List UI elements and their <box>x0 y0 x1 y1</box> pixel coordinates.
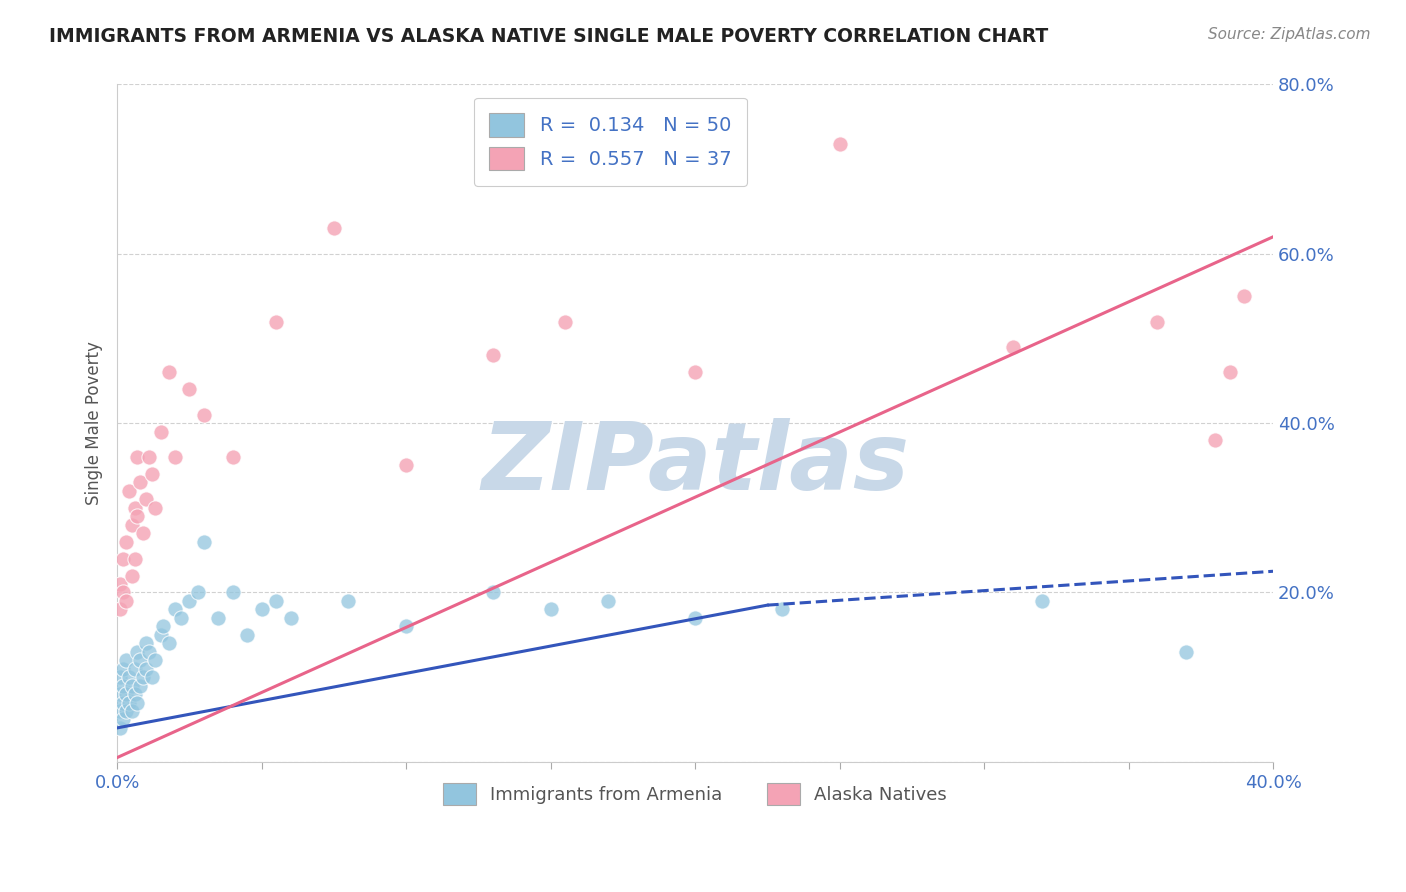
Point <box>121 568 143 582</box>
Point <box>129 653 152 667</box>
Point <box>115 704 138 718</box>
Point <box>1001 340 1024 354</box>
Legend: Immigrants from Armenia, Alaska Natives: Immigrants from Armenia, Alaska Natives <box>434 773 956 814</box>
Point <box>118 670 141 684</box>
Point <box>111 713 134 727</box>
Point <box>554 314 576 328</box>
Point <box>132 670 155 684</box>
Point <box>124 500 146 515</box>
Point <box>129 475 152 490</box>
Point <box>111 551 134 566</box>
Point <box>135 662 157 676</box>
Point <box>157 636 180 650</box>
Point <box>222 450 245 464</box>
Point <box>1031 594 1053 608</box>
Point <box>149 628 172 642</box>
Point <box>115 687 138 701</box>
Point <box>163 450 186 464</box>
Point <box>187 585 209 599</box>
Point <box>163 602 186 616</box>
Point <box>540 602 562 616</box>
Point <box>108 687 131 701</box>
Point <box>143 500 166 515</box>
Point <box>115 653 138 667</box>
Point <box>132 526 155 541</box>
Point <box>108 602 131 616</box>
Point <box>111 696 134 710</box>
Point <box>111 662 134 676</box>
Point <box>482 348 505 362</box>
Text: IMMIGRANTS FROM ARMENIA VS ALASKA NATIVE SINGLE MALE POVERTY CORRELATION CHART: IMMIGRANTS FROM ARMENIA VS ALASKA NATIVE… <box>49 27 1049 45</box>
Point <box>121 704 143 718</box>
Point <box>395 458 418 473</box>
Point <box>118 483 141 498</box>
Point <box>108 670 131 684</box>
Point <box>111 679 134 693</box>
Point <box>770 602 793 616</box>
Point <box>127 645 149 659</box>
Point <box>193 534 215 549</box>
Point <box>108 704 131 718</box>
Point <box>683 611 706 625</box>
Text: ZIPatlas: ZIPatlas <box>481 417 910 509</box>
Point <box>1219 365 1241 379</box>
Point <box>157 365 180 379</box>
Point <box>1204 433 1226 447</box>
Point <box>250 602 273 616</box>
Point <box>127 696 149 710</box>
Point <box>127 509 149 524</box>
Point <box>129 679 152 693</box>
Point <box>124 662 146 676</box>
Point <box>598 594 620 608</box>
Point <box>683 365 706 379</box>
Text: Source: ZipAtlas.com: Source: ZipAtlas.com <box>1208 27 1371 42</box>
Point <box>1233 289 1256 303</box>
Point <box>124 687 146 701</box>
Point <box>322 221 344 235</box>
Point <box>152 619 174 633</box>
Point <box>149 425 172 439</box>
Point <box>828 136 851 151</box>
Point <box>108 721 131 735</box>
Point <box>138 450 160 464</box>
Point <box>264 594 287 608</box>
Point <box>115 594 138 608</box>
Point <box>207 611 229 625</box>
Point <box>236 628 259 642</box>
Point <box>127 450 149 464</box>
Point <box>108 577 131 591</box>
Point <box>111 585 134 599</box>
Point <box>264 314 287 328</box>
Point <box>222 585 245 599</box>
Point <box>115 534 138 549</box>
Y-axis label: Single Male Poverty: Single Male Poverty <box>86 341 103 505</box>
Point <box>135 492 157 507</box>
Point <box>141 467 163 481</box>
Point <box>395 619 418 633</box>
Point <box>141 670 163 684</box>
Point <box>179 382 201 396</box>
Point <box>135 636 157 650</box>
Point <box>121 517 143 532</box>
Point <box>170 611 193 625</box>
Point <box>124 551 146 566</box>
Point <box>280 611 302 625</box>
Point <box>193 408 215 422</box>
Point <box>482 585 505 599</box>
Point <box>1146 314 1168 328</box>
Point <box>337 594 360 608</box>
Point <box>118 696 141 710</box>
Point <box>138 645 160 659</box>
Point <box>1175 645 1198 659</box>
Point <box>179 594 201 608</box>
Point <box>143 653 166 667</box>
Point <box>121 679 143 693</box>
